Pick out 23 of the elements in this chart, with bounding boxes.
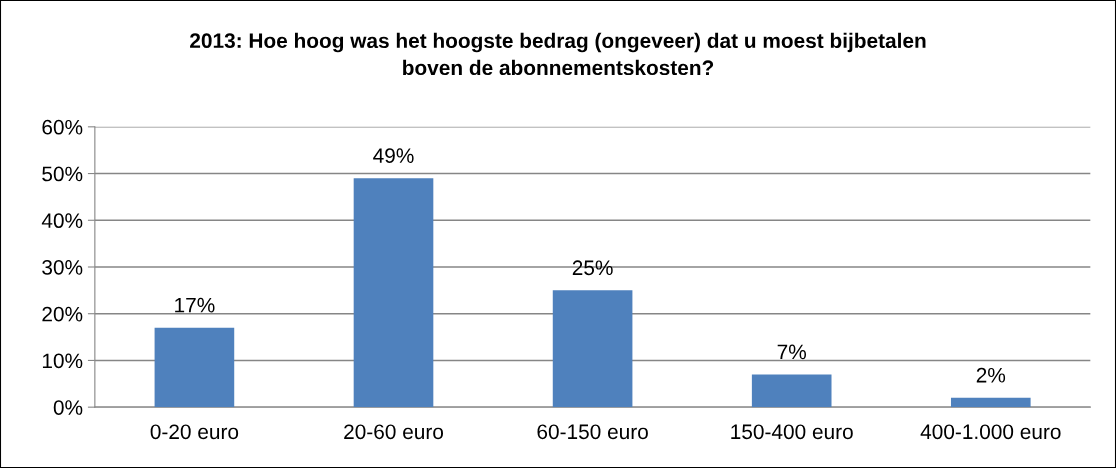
y-tick-label: 60% (42, 119, 83, 135)
bar (950, 397, 1031, 408)
data-label: 49% (373, 148, 414, 163)
y-tick-label: 20% (42, 306, 83, 322)
x-tick-label: 20-60 euro (344, 424, 444, 440)
x-tick-label: 400-1.000 euro (920, 424, 1061, 440)
y-tick-label: 30% (42, 260, 83, 275)
bar (552, 290, 633, 408)
data-label: 17% (175, 297, 215, 313)
data-label: 25% (572, 260, 613, 276)
bar (751, 374, 832, 408)
y-tick-label: 50% (42, 166, 83, 182)
data-label: 7% (777, 344, 806, 360)
y-tick-label: 10% (42, 353, 83, 369)
bar (154, 327, 235, 408)
y-tick-label: 40% (41, 213, 83, 229)
x-tick-label: 0-20 euro (150, 424, 239, 440)
data-label: 2% (976, 367, 1006, 383)
x-tick-label: 150-400 euro (731, 424, 853, 440)
x-tick-label: 60-150 euro (537, 424, 648, 440)
chart-title: 2013: Hoe hoog was het hoogste bedrag (ongeveer) dat u moest bijbetalen boven de abonnementskosten? (190, 32, 926, 76)
y-tick-label: 0% (53, 400, 83, 415)
bar (353, 178, 434, 408)
